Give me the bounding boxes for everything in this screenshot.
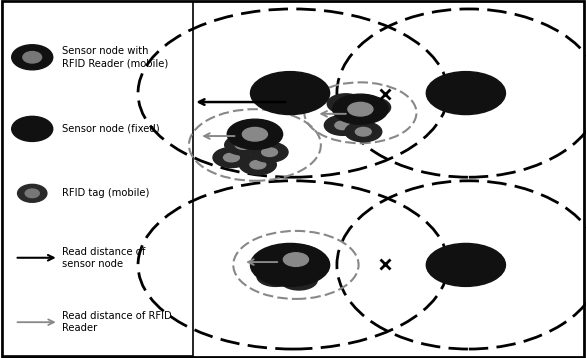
Ellipse shape	[291, 276, 307, 284]
Ellipse shape	[284, 253, 308, 266]
Circle shape	[12, 116, 53, 141]
Ellipse shape	[268, 245, 323, 275]
Ellipse shape	[267, 272, 284, 281]
Ellipse shape	[280, 270, 318, 290]
Ellipse shape	[250, 243, 330, 286]
Circle shape	[12, 45, 53, 70]
Ellipse shape	[213, 147, 250, 168]
Ellipse shape	[345, 122, 382, 142]
Ellipse shape	[260, 251, 297, 271]
Text: Read distance of
sensor node: Read distance of sensor node	[62, 247, 145, 268]
Ellipse shape	[243, 127, 267, 141]
Ellipse shape	[257, 266, 294, 286]
Ellipse shape	[270, 256, 287, 265]
Ellipse shape	[251, 142, 288, 162]
Ellipse shape	[223, 153, 240, 162]
Ellipse shape	[250, 72, 330, 115]
Ellipse shape	[239, 155, 277, 175]
Text: Read distance of RFID
Reader: Read distance of RFID Reader	[62, 311, 171, 333]
Ellipse shape	[353, 97, 391, 117]
Ellipse shape	[426, 72, 506, 115]
Ellipse shape	[338, 100, 354, 108]
Ellipse shape	[333, 94, 388, 124]
Ellipse shape	[327, 94, 364, 114]
Ellipse shape	[235, 141, 251, 149]
Ellipse shape	[364, 103, 380, 112]
Ellipse shape	[324, 115, 362, 135]
Ellipse shape	[348, 102, 373, 116]
Ellipse shape	[355, 127, 372, 136]
Ellipse shape	[297, 261, 313, 270]
Ellipse shape	[224, 135, 262, 155]
Ellipse shape	[286, 256, 323, 276]
Circle shape	[18, 184, 47, 202]
Text: RFID tag (mobile): RFID tag (mobile)	[62, 188, 149, 198]
Text: Sensor node with
RFID Reader (mobile): Sensor node with RFID Reader (mobile)	[62, 47, 168, 68]
Ellipse shape	[426, 243, 506, 286]
Ellipse shape	[250, 160, 266, 169]
Ellipse shape	[227, 119, 282, 149]
FancyBboxPatch shape	[3, 2, 193, 356]
Ellipse shape	[261, 148, 278, 156]
Circle shape	[23, 52, 42, 63]
Text: Sensor node (fixed): Sensor node (fixed)	[62, 124, 159, 134]
Circle shape	[25, 189, 39, 198]
Ellipse shape	[335, 121, 351, 130]
